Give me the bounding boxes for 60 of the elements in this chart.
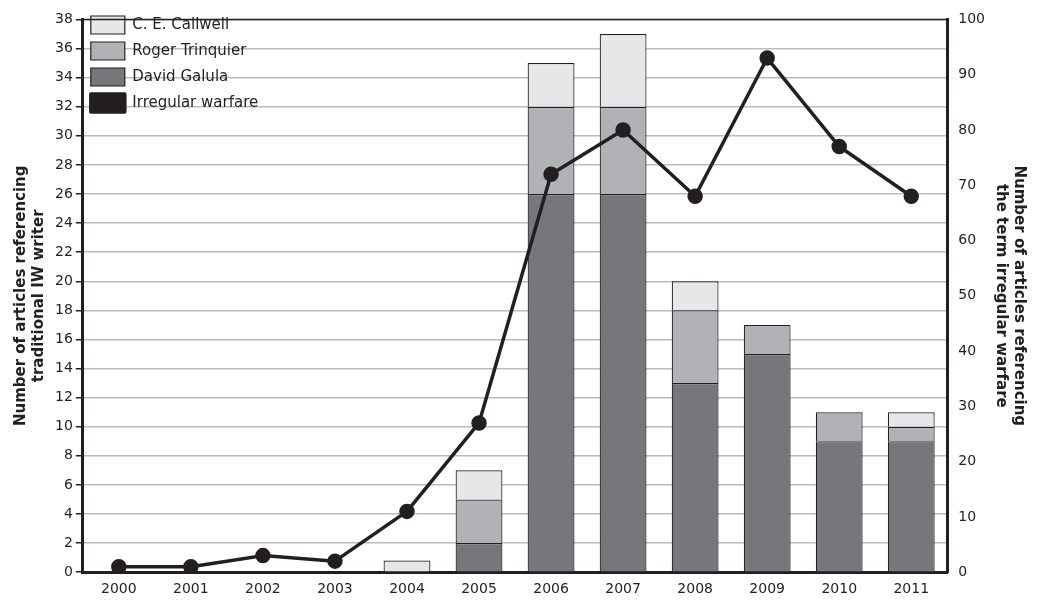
y-tick-label: 36 [54,39,73,56]
y-tick-label: 0 [63,562,73,579]
y2-tick-label: 90 [958,65,977,82]
y2-tick-label: 20 [958,452,977,469]
y-tick-label: 16 [54,330,73,347]
x-tick-label: 2002 [245,580,281,597]
point [615,122,631,138]
y-tick-label: 32 [54,97,73,114]
x-tick-label: 2011 [893,580,930,597]
point [255,547,271,564]
point [759,50,775,66]
y-tick-label: 18 [54,300,73,317]
point [327,553,343,569]
y-tick-label: 22 [54,242,73,259]
x-tick-label: 2001 [173,580,209,597]
y-tick-label: 30 [54,126,73,143]
y2-tick-label: 60 [958,231,977,248]
point [183,558,199,573]
x-tick-label: 2000 [101,580,137,597]
point [543,166,559,182]
x-tick-label: 2010 [821,580,858,597]
y-tick-label: 14 [54,359,73,376]
x-tick-label: 2007 [605,580,641,597]
point [903,188,920,205]
y-axis-title: Number of articles referencing traditional IW writer [10,165,47,427]
y-tick-label: 38 [54,10,73,27]
y2-tick-label: 100 [958,10,986,27]
y-tick-label: 2 [63,533,73,550]
point [831,138,847,155]
point [687,188,703,205]
y2-tick-label: 0 [958,562,968,579]
x-tick-label: 2008 [677,580,713,597]
x-tick-label: 2003 [317,580,353,597]
y2-tick-label: 40 [958,341,977,358]
legend-label: Irregular warfare [132,92,259,111]
y-tick-label: 28 [54,155,73,172]
y2-tick-label: 30 [958,397,977,413]
y-tick-label: 12 [54,388,73,405]
legend-label: David Galula [132,66,229,85]
y-tick-label: 20 [54,271,73,288]
point [471,415,487,431]
y2-tick-label: 10 [958,507,977,524]
x-tick-label: 2005 [461,580,497,597]
x-tick-label: 2004 [389,580,425,597]
y2-axis-title: Number of articles referencing the term irregular warfare [993,165,1030,427]
y2-tick-label: 50 [958,286,977,303]
point [399,503,415,520]
x-tick-label: 2006 [533,580,569,597]
y-tick-label: 8 [63,446,73,463]
legend-label: Roger Trinquier [132,40,248,59]
y2-tick-label: 70 [958,175,977,192]
point [111,558,127,573]
y-tick-label: 24 [54,213,73,230]
y-tick-label: 10 [54,417,73,434]
y-tick-label: 4 [63,504,73,521]
y-tick-label: 26 [54,184,73,201]
x-tick-label: 2009 [749,580,785,597]
y-tick-label: 34 [54,68,73,85]
y2-tick-label: 80 [958,120,977,137]
y-tick-label: 6 [63,475,73,492]
